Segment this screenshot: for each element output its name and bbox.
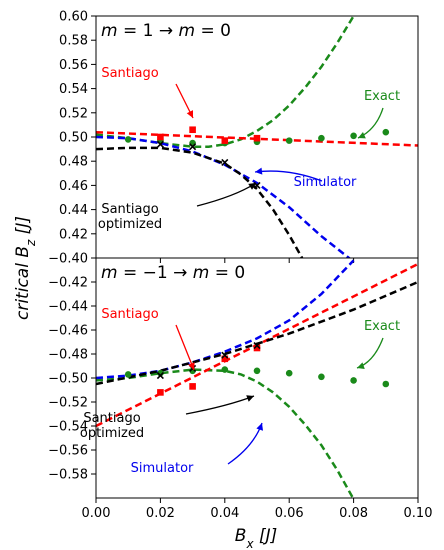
annotation-label: Simulator <box>131 461 194 476</box>
point-exact <box>318 134 325 142</box>
y-tick-label: 0.42 <box>59 227 88 242</box>
arrow-head <box>186 110 193 118</box>
x-tick-label: 0.00 <box>82 506 111 521</box>
panel-2: −0.40 −0.42 −0.44 −0.46 −0.48 −0.50 −0.52 −0.54… <box>48 252 432 522</box>
point-santiago-optimized <box>221 158 229 166</box>
arrow-head <box>357 362 365 369</box>
series-line-santiago-optimized <box>96 280 418 386</box>
annotation-label: Exact <box>364 319 400 334</box>
x-axis-label: Bx [J] <box>235 526 277 550</box>
point-exact <box>350 377 357 384</box>
annotation-label: Santiago <box>101 307 158 322</box>
annotation-label: Santiago <box>101 66 158 81</box>
panel-title: m = −1 → m = 0 <box>101 263 245 283</box>
y-tick-label: 0.52 <box>59 106 88 121</box>
point-exact <box>285 369 293 377</box>
x-tick-label: 0.08 <box>339 506 368 521</box>
series-line-santiago <box>96 130 418 147</box>
point-exact <box>285 137 293 144</box>
point-exact <box>221 366 229 373</box>
series-line-simulator <box>96 135 352 258</box>
y-tick-label: −0.42 <box>48 276 88 291</box>
annotation-arrow <box>356 337 384 369</box>
arrow-head <box>255 167 263 175</box>
arrow-head <box>256 423 264 431</box>
y-tick-label: 0.44 <box>59 203 88 218</box>
panel-1: 0.42 0.44 0.46 0.48 0.50 0.52 0.54 0.56 0.58 0.60… <box>59 10 419 263</box>
point-santiago-optimized <box>156 372 164 380</box>
arrow-head <box>246 395 254 402</box>
point-santiago <box>157 389 164 396</box>
y-tick-label: −0.46 <box>48 324 88 339</box>
point-exact <box>318 373 325 381</box>
point-santiago <box>221 355 229 363</box>
annotation-label: Exact <box>364 89 400 104</box>
point-exact <box>350 132 357 140</box>
point-exact <box>382 128 390 136</box>
point-santiago-optimized <box>189 143 197 151</box>
y-tick-label: 0.54 <box>59 82 88 97</box>
y-tick-label: −0.40 <box>48 252 88 267</box>
point-santiago <box>189 126 196 134</box>
series-line-simulator <box>96 259 355 380</box>
arrow-head <box>248 183 256 190</box>
panel-title: m = 1 → m = 0 <box>101 21 231 41</box>
point-santiago <box>253 344 261 352</box>
y-tick-label: −0.58 <box>48 468 88 483</box>
annotation-label: Santiago optimized <box>98 202 162 232</box>
point-santiago <box>189 383 196 390</box>
series-line-santiago-optimized <box>96 146 304 258</box>
arrow-head <box>188 362 195 370</box>
point-santiago <box>157 133 164 141</box>
series-line-exact <box>96 16 356 148</box>
x-tick-label: 0.10 <box>404 506 433 521</box>
arrow-head <box>358 131 366 139</box>
y-tick-label: 0.56 <box>59 58 88 73</box>
annotation-arrow <box>185 395 255 415</box>
annotation-arrow <box>227 422 263 465</box>
y-tick-label: −0.52 <box>48 396 88 411</box>
y-tick-label: 0.48 <box>59 155 88 170</box>
point-santiago-optimized <box>221 351 229 359</box>
y-tick-label: −0.54 <box>48 420 88 435</box>
y-tick-label: 0.60 <box>59 10 88 25</box>
annotation-arrow <box>175 324 195 371</box>
point-santiago-optimized <box>156 140 164 148</box>
y-tick-label: −0.48 <box>48 348 88 363</box>
point-santiago <box>221 137 229 144</box>
x-tick-label: 0.04 <box>210 506 239 521</box>
point-exact <box>253 367 261 375</box>
point-exact <box>124 371 132 378</box>
y-tick-label: −0.50 <box>48 372 88 387</box>
x-tick-label: 0.06 <box>275 506 304 521</box>
x-tick-label: 0.02 <box>146 506 175 521</box>
y-tick-label: −0.56 <box>48 444 88 459</box>
point-exact <box>382 380 390 388</box>
point-santiago-optimized <box>253 342 261 350</box>
y-tick-label: 0.50 <box>59 131 88 146</box>
annotation-label: Santiago optimized <box>80 411 144 441</box>
y-tick-label: −0.44 <box>48 300 88 315</box>
y-tick-label: 0.46 <box>59 179 88 194</box>
y-tick-label: 0.58 <box>59 34 88 49</box>
y-axis-label: critical Bz [J] <box>13 216 38 320</box>
annotation-arrow <box>196 182 257 207</box>
point-exact <box>124 136 132 143</box>
point-santiago <box>253 134 261 142</box>
series-line-exact <box>96 368 355 498</box>
annotation-label: Simulator <box>294 175 357 190</box>
